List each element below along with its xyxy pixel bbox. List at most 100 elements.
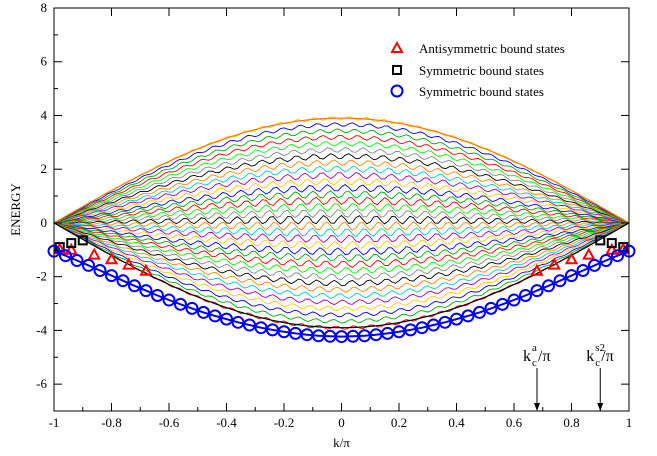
circle-point [128, 279, 141, 293]
band-curve [53, 128, 630, 224]
band-curve [53, 159, 630, 224]
circle-point [59, 249, 72, 263]
circle-point [553, 274, 567, 288]
legend-label: Symmetric bound states [419, 84, 544, 99]
circle-point [473, 305, 486, 319]
square-point [77, 235, 88, 246]
band-curve [53, 222, 630, 250]
x-tick-label: 0.8 [563, 415, 579, 430]
band-curve [53, 221, 630, 231]
circle-point [519, 288, 532, 302]
legend-label: Symmetric bound states [419, 63, 544, 78]
circle-point [197, 305, 210, 319]
x-tick-label: -0.8 [101, 415, 122, 430]
circle-point [174, 297, 187, 311]
legend: Antisymmetric bound states Symmetric boun… [390, 40, 565, 99]
y-tick-label: 8 [41, 0, 48, 15]
x-tick-label: 0.6 [506, 415, 523, 430]
circle-point [70, 254, 84, 268]
band-curve [53, 141, 630, 224]
annotation-base: k [523, 348, 531, 365]
band-curve [53, 222, 630, 299]
band-curve [53, 222, 630, 318]
circle-point [185, 301, 199, 315]
annotation-tail: /π [538, 348, 551, 365]
band-curve [53, 134, 630, 224]
y-tick-label: -2 [36, 269, 47, 284]
band-curve [54, 214, 629, 225]
triangle-point [582, 247, 596, 260]
x-tick-label: -1 [49, 415, 60, 430]
circle-point [599, 254, 613, 268]
triangle-point [122, 257, 136, 270]
x-tick-label: 1 [626, 415, 633, 430]
circle-point [611, 249, 624, 263]
band-curve [53, 222, 630, 281]
x-tick-label: 0.2 [391, 415, 407, 430]
band-curve [53, 222, 630, 306]
circle-point [415, 321, 429, 335]
y-tick-label: 4 [41, 107, 48, 122]
x-axis-label: k/π [333, 435, 350, 450]
band-curve [53, 202, 630, 224]
legend-marker-circle [390, 84, 404, 98]
band-curve [53, 196, 630, 224]
series-square [54, 235, 629, 253]
circle-point [208, 309, 222, 323]
scattering-band [53, 116, 630, 330]
band-curve [53, 222, 630, 238]
circle-point [82, 258, 95, 272]
y-tick-label: 0 [41, 215, 48, 230]
triangle-point [139, 263, 153, 276]
circle-point [461, 309, 475, 323]
circle-point [507, 293, 521, 307]
square-point [606, 238, 617, 249]
circle-point [105, 269, 118, 283]
circle-point [576, 263, 590, 277]
square-point [66, 238, 77, 249]
axis-ticks: -1 -0.8 -0.6 -0.4 -0.2 0 0.2 0.4 0.6 0.8 1 -6 -4 -2 0 2… [36, 0, 632, 430]
y-tick-label: -6 [36, 376, 47, 391]
x-tick-label: -0.6 [159, 415, 180, 430]
x-tick-label: -0.4 [216, 415, 237, 430]
triangle-point [564, 252, 579, 265]
legend-marker-triangle [390, 40, 404, 53]
annotation-sup: a [532, 342, 537, 354]
circle-point [542, 279, 555, 293]
circle-point [438, 315, 452, 329]
band-curve [53, 177, 630, 224]
legend-marker-square [392, 65, 402, 75]
band-curve [53, 222, 630, 293]
annotation-sub: c [595, 357, 600, 369]
triangle-point [104, 252, 119, 265]
annotation-sup: s2 [595, 342, 605, 354]
band-curve [53, 222, 630, 256]
annotation-base: k [586, 348, 594, 365]
annotation-tail: /π [601, 348, 614, 365]
y-tick-label: 6 [41, 54, 48, 69]
band-curve [53, 222, 630, 275]
band-curve [53, 222, 630, 312]
series-line [53, 250, 630, 338]
y-axis-label: ENERGY [8, 183, 23, 236]
circle-point [151, 288, 164, 302]
circle-point [162, 293, 176, 307]
band-curve [53, 208, 630, 224]
triangle-point [547, 257, 561, 270]
x-tick-label: 0 [338, 415, 345, 430]
band-curve [53, 222, 630, 262]
triangle-point [530, 263, 544, 276]
circle-point [231, 315, 245, 329]
circle-point [530, 284, 544, 298]
band-curve [53, 222, 630, 244]
band-upper-edge [53, 117, 630, 224]
y-tick-label: -4 [36, 322, 47, 337]
annotation-kc: k s2 c/π [586, 342, 614, 411]
y-tick-label: 2 [41, 161, 48, 176]
circle-point [484, 301, 498, 315]
triangle-point [87, 247, 101, 260]
series-circle [47, 244, 636, 344]
circle-point [93, 263, 107, 277]
critical-k-annotations: k ac/π k s2c/π [523, 342, 614, 411]
